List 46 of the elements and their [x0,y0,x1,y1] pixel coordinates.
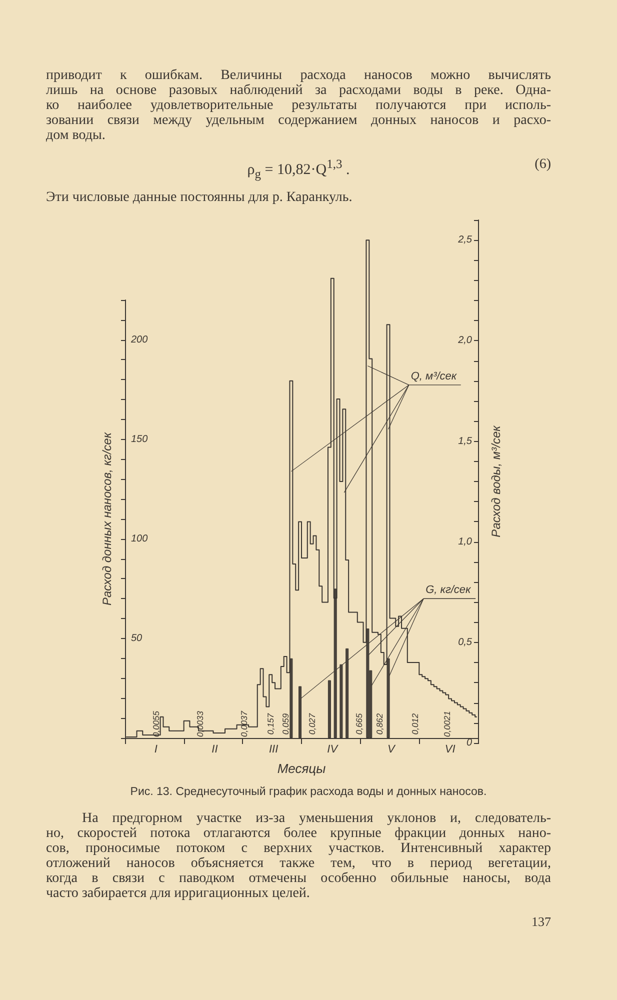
text: сов, проносимые потоком с верхних участков. Интенсивный характер [46,841,551,856]
text: ко наиболее удовлетворительные результаты получаются при исполь- [46,98,551,113]
annotation: 0,059 [280,713,290,735]
y2-tick-label: 1,0 [458,536,472,548]
y2-tick-label: 0,5 [458,636,472,648]
y2-axis-title: Расход воды, м³/сек [489,424,503,538]
text: часто забирается для ирригационных целей. [46,886,311,901]
text: G, кг/сек [426,584,472,596]
annotation: 0,862 [374,713,384,735]
text: дом воды. [46,128,106,143]
text: Рис. 13. Среднесуточный график расхода воды и донных наносов. [129,786,488,798]
text: На предгорном участке из-за уменьшения уклонов и, следователь- [82,811,551,826]
x-tick-label: V [388,744,397,756]
x-tick-label: IV [327,744,340,756]
text: лишь на основе разовых наблюдений за расходами воды в реке. Одна- [46,83,551,98]
text: Эти числовые данные постоянны для р. Каранкуль. [46,190,354,205]
text: ρ$_{g}$ = 10,82·Q$^{1,3}$ . [247,157,350,181]
x-axis-title: Месяцы [277,761,326,776]
y2-tick-label: 2,0 [457,335,472,346]
annotation: 0,0055 [150,710,161,737]
y-tick-label: 50 [131,632,143,644]
x-tick-label: II [212,744,218,756]
annotation: 0,0021 [442,710,452,737]
y-tick-label: 100 [131,533,148,544]
annotation: 0,0037 [239,710,250,737]
y2-tick-label: 2,5 [457,234,472,246]
text: приводит к ошибкам. Величины расхода наносов можно вычислять [46,68,551,83]
x-tick-label: III [268,744,278,756]
x-tick-label: I [154,744,158,756]
text: но, скоростей потока отлагаются более крупные фракции донных нано- [46,826,551,841]
y2-tick-label: 1,5 [458,436,472,447]
text: когда в связи с паводком отмечены особенно обильные наносы, вода [46,871,551,886]
y-tick-label: 150 [131,434,148,445]
annotation: 0,0033 [195,710,206,737]
x-tick-label: VI [444,744,456,756]
annotation: 0,027 [306,713,317,735]
legend-label: Q, м³/сек [410,370,458,382]
text: 137 [530,914,551,929]
text: (6) [534,157,551,172]
annotation: 0,012 [410,713,420,735]
annotation: 0,157 [266,713,276,735]
text: зовании связи между удельным содержанием донных наносов и расхо- [46,113,551,128]
annotation: 0,665 [354,713,364,735]
y-axis-title: Расход донных наносов, кг/сек [100,431,114,606]
text: отложений наносов объясняется также тем, что в период вегетации, [46,856,551,871]
y-tick-label: 200 [130,334,148,346]
